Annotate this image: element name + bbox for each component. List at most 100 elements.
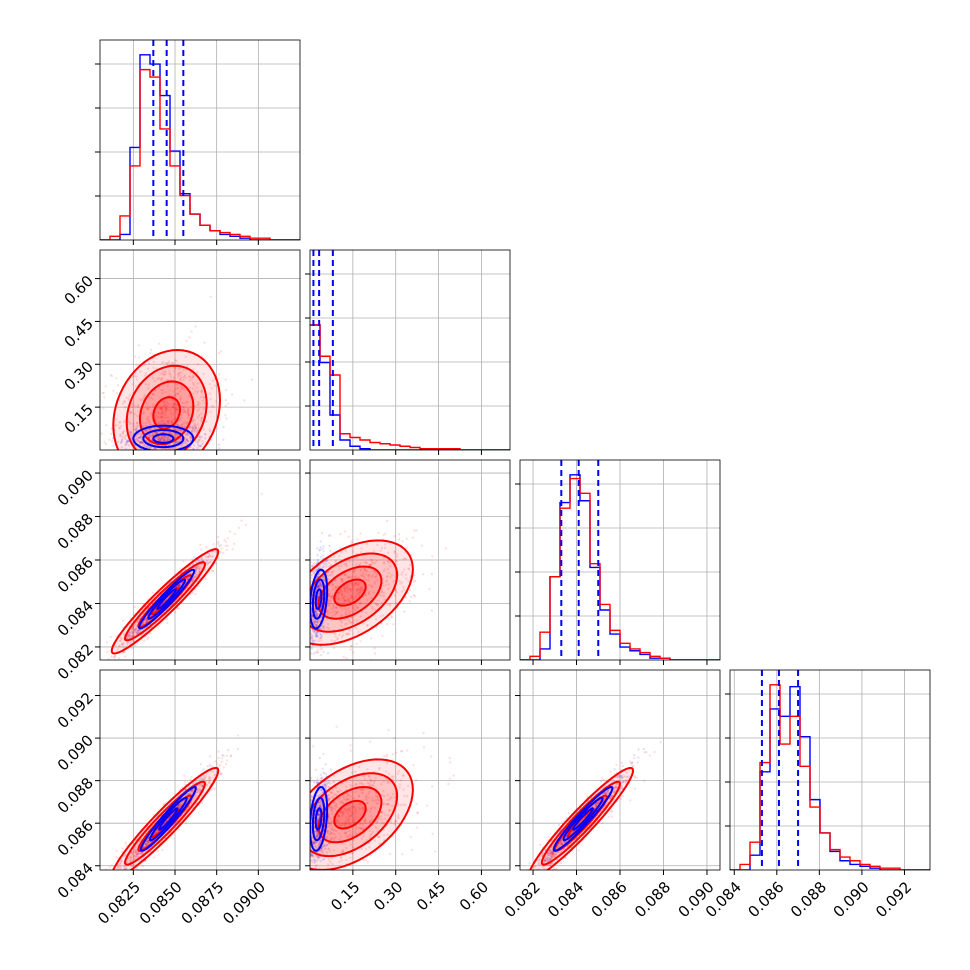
blue-scatter-point: [205, 559, 209, 563]
blue-scatter-point: [145, 446, 148, 449]
red-scatter-point: [212, 405, 215, 408]
red-scatter-point: [157, 377, 161, 380]
blue-scatter-point: [135, 620, 139, 624]
red-scatter-point: [179, 379, 182, 382]
red-scatter-point: [186, 412, 190, 415]
red-scatter-point: [160, 408, 164, 411]
blue-scatter-point: [310, 632, 312, 636]
red-scatter-point: [184, 457, 186, 459]
red-scatter-point: [166, 408, 169, 412]
red-scatter-point: [224, 399, 228, 402]
red-scatter-point: [100, 432, 103, 435]
red-scatter-point: [151, 393, 155, 396]
red-scatter-point: [182, 411, 185, 414]
red-scatter-point: [118, 640, 122, 643]
red-scatter-point: [165, 362, 169, 365]
red-scatter-point: [145, 407, 148, 410]
red-scatter-point: [160, 406, 163, 409]
blue-scatter-point: [141, 441, 144, 444]
blue-scatter-point: [136, 437, 139, 440]
red-scatter-point: [224, 544, 227, 547]
pair-panel-1-4: 0.0840.0860.0880.0900.0920.08250.08500.0…: [54, 669, 301, 928]
blue-scatter-point: [137, 439, 140, 443]
blue-scatter-point: [166, 438, 169, 442]
red-scatter-point: [345, 657, 348, 660]
red-scatter-point: [106, 650, 109, 654]
blue-scatter-point: [162, 439, 166, 442]
red-scatter-point: [99, 454, 101, 456]
blue-scatter-point: [125, 442, 128, 446]
blue-scatter-point: [159, 422, 162, 426]
red-scatter-point: [206, 563, 209, 566]
red-scatter-point: [200, 416, 203, 420]
blue-scatter-point: [166, 435, 170, 439]
blue-scatter-point: [185, 422, 188, 425]
red-scatter-point: [120, 636, 123, 640]
blue-scatter-point: [113, 876, 115, 878]
red-scatter-point: [176, 585, 179, 588]
red-scatter-point: [165, 405, 169, 408]
red-scatter-point: [217, 373, 221, 376]
red-scatter-point: [415, 529, 418, 532]
blue-scatter-point: [180, 416, 183, 420]
red-scatter-point: [373, 652, 377, 655]
blue-scatter-point: [207, 561, 210, 565]
blue-scatter-point: [185, 437, 189, 441]
red-scatter-point: [408, 588, 411, 592]
blue-scatter-point: [192, 427, 195, 430]
red-scatter-point: [201, 440, 204, 443]
red-scatter-point: [165, 362, 168, 365]
blue-scatter-point: [157, 452, 159, 454]
blue-scatter-point: [190, 429, 194, 433]
red-scatter-point: [164, 372, 167, 375]
red-scatter-point: [182, 443, 185, 446]
red-scatter-point: [250, 378, 254, 381]
red-scatter-point: [162, 373, 165, 376]
red-scatter-point: [174, 434, 178, 437]
blue-scatter-point: [193, 576, 196, 579]
blue-scatter-point: [130, 635, 133, 638]
red-scatter-point: [165, 379, 168, 382]
red-scatter-point: [112, 872, 114, 874]
red-scatter-point: [414, 579, 417, 583]
red-scatter-point: [192, 368, 195, 371]
red-scatter-point: [408, 600, 411, 603]
red-scatter-point: [145, 618, 148, 621]
blue-scatter-point: [322, 650, 325, 654]
red-scatter-point: [196, 390, 200, 393]
red-scatter-point: [136, 438, 139, 442]
blue-scatter-point: [175, 423, 178, 427]
red-scatter-point: [161, 371, 165, 374]
blue-scatter-point: [193, 444, 196, 447]
blue-scatter-point: [134, 628, 138, 631]
red-scatter-point: [161, 391, 164, 395]
red-scatter-point: [130, 405, 134, 408]
blue-scatter-point: [154, 447, 157, 450]
red-scatter-point: [176, 607, 179, 610]
red-scatter-point: [131, 383, 134, 386]
red-scatter-point: [168, 372, 171, 375]
blue-scatter-point: [124, 443, 127, 447]
red-scatter-point: [174, 387, 177, 391]
blue-scatter-point: [317, 583, 320, 586]
x-tick-label: 0.090: [830, 878, 873, 921]
red-scatter-point: [172, 403, 175, 406]
red-scatter-point: [176, 451, 178, 453]
red-scatter-point: [123, 400, 126, 403]
blue-scatter-point: [322, 545, 325, 548]
red-scatter-point: [130, 629, 134, 632]
red-scatter-point: [191, 558, 194, 561]
red-scatter-point: [146, 367, 150, 370]
red-contour: [112, 348, 222, 450]
red-scatter-point: [209, 560, 212, 564]
red-scatter-point: [160, 413, 163, 416]
blue-scatter-point: [174, 428, 177, 431]
blue-scatter-point: [188, 425, 191, 429]
red-scatter-point: [208, 560, 212, 564]
red-scatter-point: [125, 396, 128, 400]
red-scatter-point: [121, 847, 124, 850]
red-scatter-point: [223, 538, 226, 542]
red-scatter-point: [183, 457, 185, 459]
blue-scatter-point: [163, 435, 166, 438]
blue-scatter-point: [158, 421, 161, 424]
